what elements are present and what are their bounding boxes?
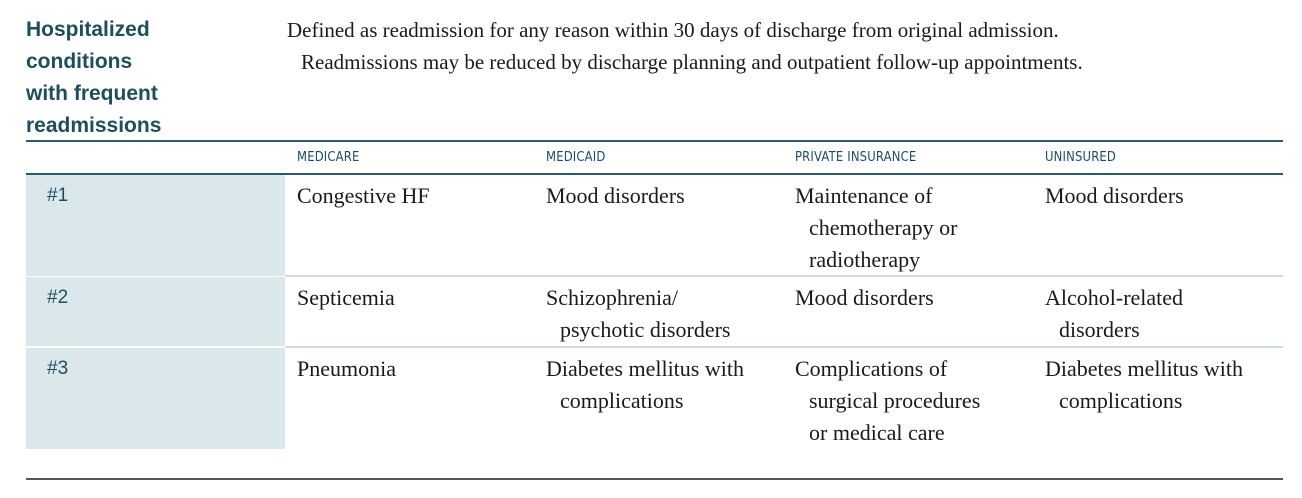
cell-line: radiotherapy <box>809 247 921 272</box>
table-cell-medicare: Congestive HF <box>297 180 537 212</box>
cell-line: Mood disorders <box>795 285 934 310</box>
cell-line: Diabetes mellitus with <box>1045 356 1243 381</box>
definition-line-1: Defined as readmission for any reason wi… <box>287 18 1059 42</box>
rank-cell <box>26 277 285 346</box>
cell-line: Diabetes mellitus with <box>546 356 744 381</box>
section-heading: Hospitalized conditions with frequent re… <box>26 14 276 142</box>
definition-line-2: Readmissions may be reduced by discharge… <box>301 50 1083 74</box>
cell-line: surgical procedures <box>809 388 981 413</box>
table-cell-medicare: Pneumonia <box>297 353 537 385</box>
cell-line: Maintenance of <box>795 183 933 208</box>
table-top-rule <box>26 140 1283 142</box>
column-header-medicaid: MEDICAID <box>546 149 606 165</box>
cell-line: Mood disorders <box>1045 183 1184 208</box>
column-header-medicare: MEDICARE <box>297 149 360 165</box>
table-cell-private-insurance: Maintenance of chemotherapy or radiother… <box>795 180 1035 276</box>
heading-line: with frequent <box>26 82 158 105</box>
table-cell-medicare: Septicemia <box>297 282 537 314</box>
table-cell-uninsured: Mood disorders <box>1045 180 1285 212</box>
rank-cell <box>26 348 285 449</box>
cell-line: or medical care <box>809 420 945 445</box>
table-cell-uninsured: Alcohol-related disorders <box>1045 282 1285 346</box>
cell-line: Schizophrenia/ <box>546 285 678 310</box>
cell-line: complications <box>1059 388 1183 413</box>
table-cell-private-insurance: Complications of surgical procedures or … <box>795 353 1035 449</box>
column-header-uninsured: UNINSURED <box>1045 149 1117 165</box>
cell-line: Congestive HF <box>297 183 430 208</box>
table-cell-medicaid: Mood disorders <box>546 180 786 212</box>
header-bottom-rule <box>26 173 1283 175</box>
row-divider <box>285 346 1283 348</box>
cell-line: Mood disorders <box>546 183 685 208</box>
cell-line: Septicemia <box>297 285 395 310</box>
table-bottom-rule <box>26 478 1283 480</box>
rank-cell <box>26 175 285 276</box>
column-header-private-insurance: PRIVATE INSURANCE <box>795 149 917 165</box>
heading-line: readmissions <box>26 114 162 137</box>
row-divider <box>285 275 1283 277</box>
table-cell-medicaid: Diabetes mellitus with complications <box>546 353 786 417</box>
heading-line: Hospitalized <box>26 18 150 41</box>
table-cell-uninsured: Diabetes mellitus with complications <box>1045 353 1285 417</box>
cell-line: chemotherapy or <box>809 215 958 240</box>
definition-text: Defined as readmission for any reason wi… <box>287 14 1287 78</box>
cell-line: disorders <box>1059 317 1140 342</box>
table-cell-private-insurance: Mood disorders <box>795 282 1035 314</box>
rank-label: #2 <box>47 287 69 308</box>
rank-label: #1 <box>47 185 69 206</box>
heading-line: conditions <box>26 50 133 73</box>
rank-label: #3 <box>47 358 69 379</box>
table-cell-medicaid: Schizophrenia/ psychotic disorders <box>546 282 786 346</box>
cell-line: Pneumonia <box>297 356 396 381</box>
cell-line: psychotic disorders <box>560 317 731 342</box>
cell-line: Alcohol-related <box>1045 285 1184 310</box>
cell-line: Complications of <box>795 356 948 381</box>
cell-line: complications <box>560 388 684 413</box>
